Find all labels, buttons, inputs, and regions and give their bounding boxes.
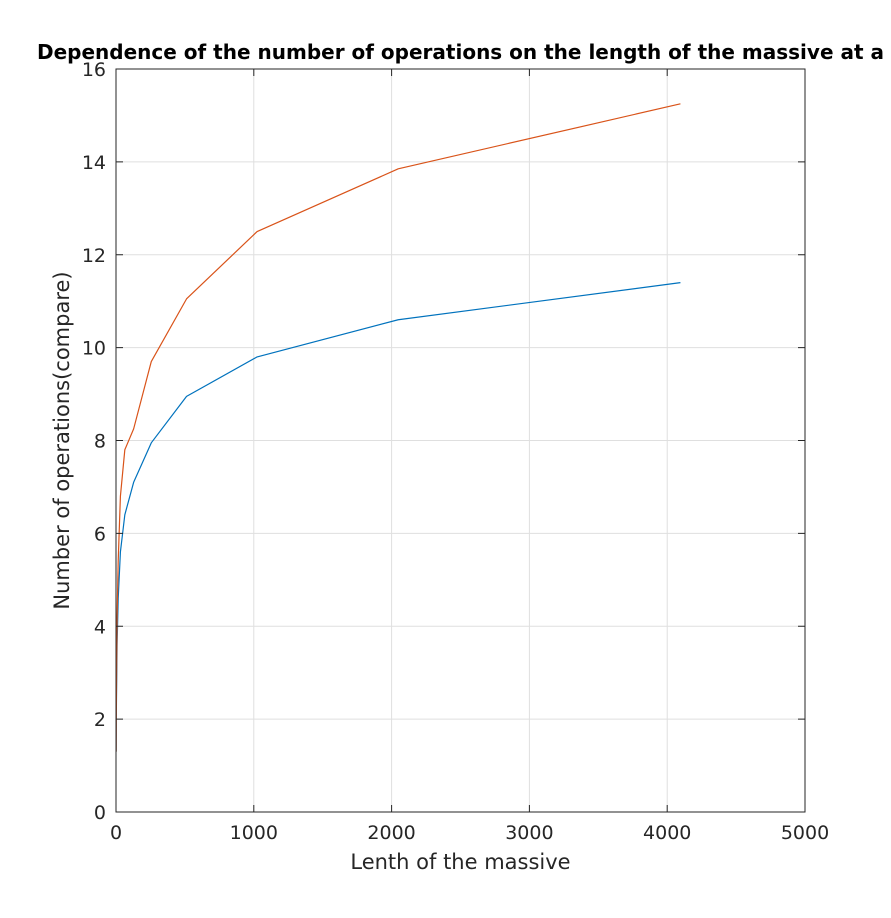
y-tick-label: 6 bbox=[94, 523, 106, 545]
series-lines bbox=[115, 103, 681, 752]
y-tick-label: 0 bbox=[94, 802, 106, 824]
x-tick-label: 0 bbox=[110, 822, 122, 844]
y-axis-label: Number of operations(compare) bbox=[50, 271, 74, 609]
y-tick-label: 8 bbox=[94, 431, 106, 453]
y-tick-label: 4 bbox=[94, 616, 106, 638]
axis-ticks: 0 1000 2000 3000 4000 5000 0 2 4 6 8 10 12 14 16 bbox=[82, 59, 829, 844]
chart-title: Dependence of the number of operations o… bbox=[37, 40, 884, 64]
series-line-2 bbox=[115, 103, 681, 752]
grid bbox=[115, 68, 806, 813]
y-tick-label: 2 bbox=[94, 709, 106, 731]
series-line-1 bbox=[115, 282, 681, 752]
y-tick-label: 16 bbox=[82, 59, 106, 81]
y-tick-label: 12 bbox=[82, 245, 106, 267]
x-axis-label: Lenth of the massive bbox=[350, 850, 570, 874]
y-tick-label: 14 bbox=[82, 152, 106, 174]
y-tick-label: 10 bbox=[82, 338, 106, 360]
x-tick-label: 5000 bbox=[781, 822, 829, 844]
x-tick-label: 4000 bbox=[643, 822, 691, 844]
x-tick-label: 1000 bbox=[230, 822, 278, 844]
x-tick-label: 3000 bbox=[505, 822, 553, 844]
x-tick-label: 2000 bbox=[367, 822, 415, 844]
